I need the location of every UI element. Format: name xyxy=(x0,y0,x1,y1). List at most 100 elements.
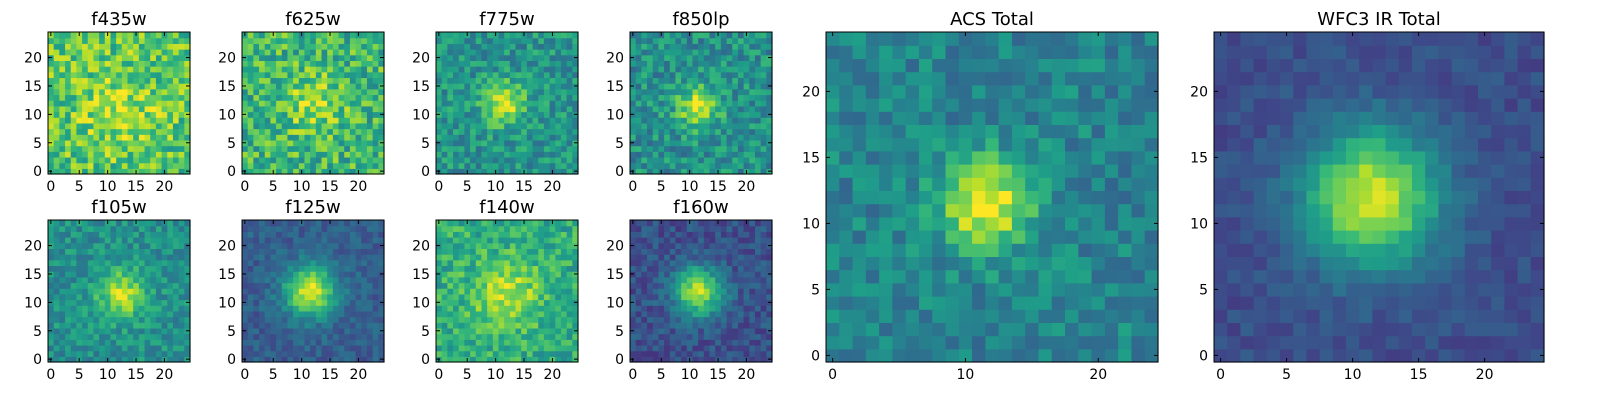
heatmap-pixel xyxy=(509,282,517,289)
heatmap-pixel xyxy=(99,49,106,56)
heatmap-pixel xyxy=(276,237,283,244)
heatmap-pixel xyxy=(560,49,568,56)
heatmap-pixel xyxy=(321,151,328,158)
heatmap-pixel xyxy=(344,37,351,44)
heatmap-pixel xyxy=(155,288,163,295)
heatmap-pixel xyxy=(892,164,907,178)
heatmap-pixel xyxy=(1065,269,1079,284)
heatmap-pixel xyxy=(172,100,180,107)
heatmap-pixel xyxy=(116,333,123,340)
heatmap-pixel xyxy=(475,168,483,175)
heatmap-pixel xyxy=(658,83,665,90)
heatmap-pixel xyxy=(515,128,522,135)
heatmap-pixel xyxy=(366,259,374,267)
heatmap-pixel xyxy=(53,322,60,329)
heatmap-pixel xyxy=(121,254,129,261)
heatmap-pixel xyxy=(332,151,340,158)
heatmap-pixel xyxy=(630,162,637,169)
x-tick-label: 0 xyxy=(628,179,637,195)
heatmap-pixel xyxy=(692,156,699,164)
heatmap-pixel xyxy=(361,94,368,101)
heatmap-pixel xyxy=(332,344,340,352)
heatmap-pixel xyxy=(110,220,117,227)
heatmap-pixel xyxy=(93,43,100,50)
heatmap-pixel xyxy=(985,58,1000,73)
heatmap-pixel xyxy=(253,231,260,238)
heatmap-pixel xyxy=(509,288,517,295)
heatmap-pixel xyxy=(560,299,568,306)
heatmap-pixel xyxy=(144,156,151,164)
heatmap-pixel xyxy=(155,32,163,39)
heatmap-pixel xyxy=(492,49,500,56)
heatmap-pixel xyxy=(104,134,112,141)
heatmap-pixel xyxy=(555,94,562,101)
heatmap-pixel xyxy=(372,100,379,107)
heatmap-pixel xyxy=(378,322,385,329)
heatmap-pixel xyxy=(242,333,249,340)
heatmap-pixel xyxy=(641,37,648,44)
heatmap-pixel xyxy=(338,43,345,50)
heatmap-pixel xyxy=(737,134,745,141)
heatmap-pixel xyxy=(560,316,568,323)
heatmap-pixel xyxy=(259,83,266,90)
heatmap-pixel xyxy=(327,117,334,124)
y-tick-label: 10 xyxy=(802,216,820,232)
heatmap-pixel xyxy=(338,276,345,284)
heatmap-pixel xyxy=(475,139,483,147)
heatmap-pixel xyxy=(464,117,471,124)
heatmap-pixel xyxy=(344,94,351,101)
heatmap-pixel xyxy=(298,237,306,244)
heatmap-pixel xyxy=(572,145,579,152)
heatmap-pixel xyxy=(754,71,762,79)
heatmap-pixel xyxy=(310,310,317,318)
heatmap-pixel xyxy=(378,66,385,73)
heatmap-pixel xyxy=(93,134,100,141)
heatmap-pixel xyxy=(1051,98,1066,112)
heatmap-pixel xyxy=(59,305,66,312)
heatmap-pixel xyxy=(121,66,129,73)
heatmap-pixel xyxy=(167,299,174,306)
heatmap-pixel xyxy=(743,43,750,50)
heatmap-pixel xyxy=(692,71,699,79)
heatmap-pixel xyxy=(720,128,728,135)
heatmap-pixel xyxy=(865,216,880,231)
heatmap-pixel xyxy=(998,124,1013,139)
heatmap-pixel xyxy=(378,282,385,289)
heatmap-pixel xyxy=(167,276,174,284)
heatmap-pixel xyxy=(247,32,254,39)
heatmap-pixel xyxy=(310,242,317,249)
heatmap-pixel xyxy=(470,43,477,50)
heatmap-pixel xyxy=(104,327,112,335)
heatmap-pixel xyxy=(155,43,163,50)
heatmap-pixel xyxy=(498,271,505,278)
heatmap-pixel xyxy=(127,350,134,357)
heatmap-pixel xyxy=(487,316,494,323)
heatmap-pixel xyxy=(726,71,733,79)
heatmap-pixel xyxy=(48,94,55,101)
heatmap-pixel xyxy=(692,94,699,101)
heatmap-pixel xyxy=(59,77,66,84)
heatmap-pixel xyxy=(715,83,722,90)
heatmap-pixel xyxy=(675,88,682,96)
heatmap-pixel xyxy=(458,105,465,113)
heatmap-pixel xyxy=(865,98,880,112)
heatmap-pixel xyxy=(332,83,340,90)
heatmap-pixel xyxy=(658,77,665,84)
heatmap-pixel xyxy=(144,327,151,335)
heatmap-pixel xyxy=(150,54,157,61)
heatmap-pixel xyxy=(538,356,545,363)
heatmap-pixel xyxy=(526,168,534,175)
heatmap-pixel xyxy=(749,139,756,147)
heatmap-pixel xyxy=(344,282,351,289)
heatmap-pixel xyxy=(509,37,517,44)
heatmap-pixel xyxy=(184,316,191,323)
heatmap-pixel xyxy=(253,299,260,306)
heatmap-pixel xyxy=(321,43,328,50)
heatmap-pixel xyxy=(361,322,368,329)
heatmap-pixel xyxy=(53,231,60,238)
heatmap-pixel xyxy=(167,94,174,101)
heatmap-pixel xyxy=(304,100,311,107)
heatmap-pixel xyxy=(447,322,454,329)
heatmap-pixel xyxy=(127,276,134,284)
heatmap-pixel xyxy=(1104,98,1119,112)
